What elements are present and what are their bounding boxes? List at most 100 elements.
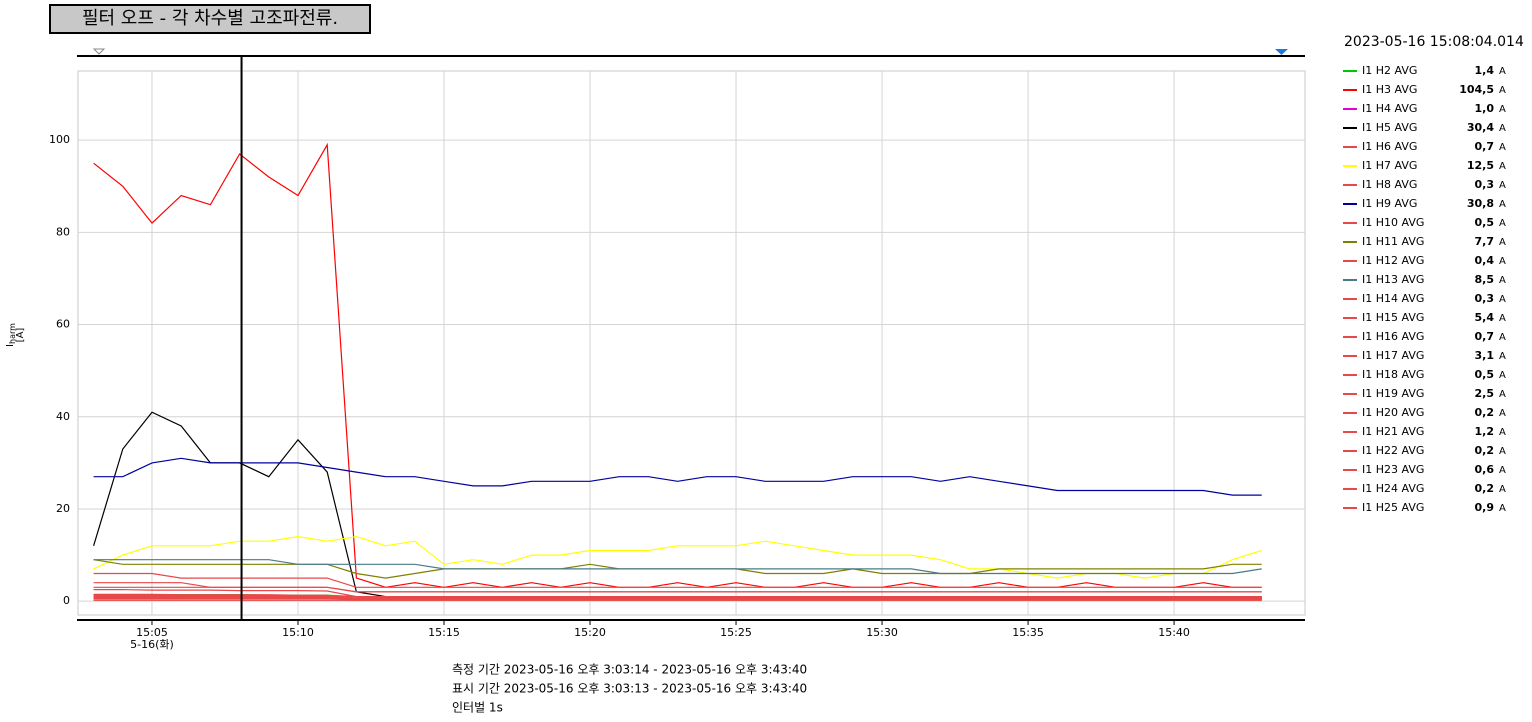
legend-unit: A: [1499, 446, 1506, 457]
legend-label: I1 H20 AVG: [1362, 406, 1424, 419]
legend-label: I1 H5 AVG: [1362, 121, 1417, 134]
legend-unit: A: [1499, 503, 1506, 514]
legend-unit: A: [1499, 275, 1506, 286]
legend-readout: 0,9: [1475, 501, 1495, 514]
legend-readout: 0,2: [1475, 482, 1495, 495]
legend-label: I1 H17 AVG: [1362, 349, 1424, 362]
y-unit: [A]: [15, 328, 26, 343]
legend-readout: 1,2: [1475, 425, 1495, 438]
legend-unit: A: [1499, 66, 1506, 77]
legend-label: I1 H2 AVG: [1362, 64, 1417, 77]
legend-label: I1 H10 AVG: [1362, 216, 1424, 229]
legend-readout: 1,4: [1475, 64, 1495, 77]
y-tick-label: 20: [56, 502, 70, 515]
footer: 표시 기간 2023-05-16 오후 3:03:13 - 2023-05-16…: [452, 682, 807, 696]
legend-label: I1 H4 AVG: [1362, 102, 1417, 115]
timestamp: 2023-05-16 15:08:04.014: [1344, 34, 1524, 50]
x-tick-label: 15:25: [720, 626, 752, 639]
legend-readout: 104,5: [1459, 83, 1494, 96]
marker-right[interactable]: [1275, 49, 1288, 55]
legend-label: I1 H3 AVG: [1362, 83, 1417, 96]
legend-readout: 0,7: [1475, 330, 1495, 343]
x-tick-label: 15:10: [282, 626, 314, 639]
legend-readout: 3,1: [1475, 349, 1495, 362]
legend-unit: A: [1499, 218, 1506, 229]
legend-unit: A: [1499, 256, 1506, 267]
legend-readout: 0,2: [1475, 444, 1495, 457]
legend-label: I1 H14 AVG: [1362, 292, 1424, 305]
legend-unit: A: [1499, 104, 1506, 115]
y-label-sub: harm: [8, 323, 17, 344]
legend-readout: 0,5: [1475, 216, 1495, 229]
legend-readout: 2,5: [1475, 387, 1495, 400]
x-tick-label: 15:40: [1158, 626, 1190, 639]
overlay: 0 20 40 60 80 100 15:055-16(화) 15:10 15:15 15:20 1…: [49, 56, 1506, 651]
legend-readout: 5,4: [1475, 311, 1495, 324]
series-line: [93, 586, 1262, 593]
y-tick-label: 80: [56, 225, 70, 238]
y-tick-label: 0: [63, 594, 70, 607]
legend-label: I1 H25 AVG: [1362, 501, 1424, 514]
x-tick-label: 15:30: [866, 626, 898, 639]
title-box: [49, 4, 371, 34]
series-line: [93, 535, 1262, 579]
legend-label: I1 H11 AVG: [1362, 235, 1424, 248]
x-tick-label: 15:35: [1012, 626, 1044, 639]
legend-label: I1 H21 AVG: [1362, 425, 1424, 438]
legend-readout: 12,5: [1467, 159, 1494, 172]
y-label: Iharm: [5, 323, 17, 347]
legend-label: I1 H19 AVG: [1362, 387, 1424, 400]
x-tick-label: 15:05: [136, 626, 168, 639]
legend-readout: 1,0: [1475, 102, 1495, 115]
legend-readout: 8,5: [1475, 273, 1495, 286]
grid: [78, 71, 1305, 615]
legend-unit: A: [1499, 427, 1506, 438]
legend-unit: A: [1499, 199, 1506, 210]
x-tick-label: 15:20: [574, 626, 606, 639]
lines: [93, 142, 1262, 601]
legend-unit: A: [1499, 123, 1506, 134]
marker-left[interactable]: [92, 48, 106, 55]
series-line: [93, 457, 1262, 496]
legend-label: I1 H22 AVG: [1362, 444, 1424, 457]
series-line: [93, 559, 1262, 575]
legend-readout: 0,3: [1475, 292, 1495, 305]
legend-unit: A: [1499, 484, 1506, 495]
legend-label: I1 H18 AVG: [1362, 368, 1424, 381]
legend-label: I1 H23 AVG: [1362, 463, 1424, 476]
series-line: [93, 597, 1262, 600]
series-line: [93, 142, 1262, 588]
legend-unit: A: [1499, 237, 1506, 248]
legend-unit: A: [1499, 351, 1506, 362]
legend-unit: A: [1499, 294, 1506, 305]
series-line: [93, 572, 1262, 588]
legend-readout: 30,4: [1467, 121, 1494, 134]
chart-title: 필터 오프 - 각 차수별 고조파전류.: [82, 8, 338, 29]
legend-readout: 0,7: [1475, 140, 1495, 153]
legend-readout: 7,7: [1475, 235, 1495, 248]
legend-readout: 0,3: [1475, 178, 1495, 191]
legend-label: I1 H12 AVG: [1362, 254, 1424, 267]
legend-label: I1 H9 AVG: [1362, 197, 1417, 210]
x-tick-label: 15:15: [428, 626, 460, 639]
legend-readout: 0,6: [1475, 463, 1495, 476]
y-label-main: I: [5, 344, 16, 347]
legend-unit: A: [1499, 370, 1506, 381]
legend-unit: A: [1499, 332, 1506, 343]
footer: 인터벌 1s: [452, 701, 503, 715]
legend-label: I1 H15 AVG: [1362, 311, 1424, 324]
legend-label: I1 H7 AVG: [1362, 159, 1417, 172]
series-line: [93, 596, 1262, 599]
legend-label: I1 H8 AVG: [1362, 178, 1417, 191]
legend-unit: A: [1499, 389, 1506, 400]
legend-unit: A: [1499, 465, 1506, 476]
x-date-label: 5-16(화): [130, 638, 174, 651]
plot-area: [77, 70, 1306, 616]
legend-unit: A: [1499, 85, 1506, 96]
legend-readout: 0,4: [1475, 254, 1495, 267]
legend-label: I1 H16 AVG: [1362, 330, 1424, 343]
legend-unit: A: [1499, 313, 1506, 324]
legend-label: I1 H24 AVG: [1362, 482, 1424, 495]
